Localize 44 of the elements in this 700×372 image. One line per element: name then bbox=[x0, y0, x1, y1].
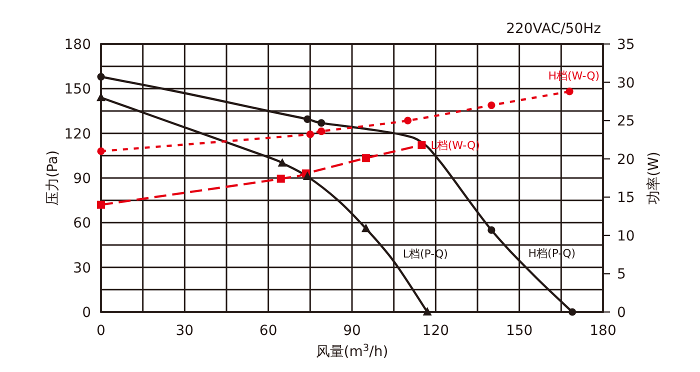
point bbox=[566, 88, 574, 96]
y-tick-label: 180 bbox=[64, 37, 91, 53]
y2-tick-label: 20 bbox=[617, 152, 635, 168]
point bbox=[318, 119, 326, 127]
point bbox=[318, 127, 326, 136]
point bbox=[304, 115, 312, 123]
y2-tick-label: 15 bbox=[617, 190, 635, 206]
y-tick-label: 90 bbox=[73, 171, 91, 187]
y-tick-label: 60 bbox=[73, 216, 91, 232]
point bbox=[97, 72, 105, 81]
y2-tick-label: 35 bbox=[617, 37, 635, 53]
x-axis-title: 风量(m$^{3}$/h) bbox=[316, 342, 388, 360]
point bbox=[361, 224, 370, 232]
point bbox=[422, 307, 432, 316]
point bbox=[306, 130, 314, 138]
point bbox=[488, 101, 496, 110]
y2-tick-label: 5 bbox=[617, 266, 626, 283]
point bbox=[568, 308, 576, 316]
x-tick-label: 150 bbox=[506, 323, 533, 339]
point bbox=[362, 154, 370, 162]
y2-axis-title: 功率(W) bbox=[646, 152, 662, 204]
x-tick-label: 90 bbox=[343, 323, 361, 339]
x-tick-label: 30 bbox=[176, 323, 194, 339]
y-tick-label: 0 bbox=[82, 305, 91, 321]
y2-tick-label: 30 bbox=[617, 75, 635, 92]
x-tick-label: 120 bbox=[422, 323, 450, 339]
y-tick-label: 30 bbox=[73, 260, 91, 276]
chart-title: 220VAC/50Hz bbox=[506, 21, 601, 37]
y2-tick-label: 0 bbox=[617, 305, 626, 321]
point bbox=[97, 200, 105, 209]
point bbox=[404, 116, 412, 124]
x-tick-label: 60 bbox=[259, 323, 278, 339]
y-tick-label: 150 bbox=[64, 82, 91, 98]
y-axis-title: 压力(Pa) bbox=[45, 150, 61, 206]
x-tick-label: 0 bbox=[96, 323, 106, 339]
point bbox=[276, 174, 285, 183]
point bbox=[488, 226, 496, 234]
point bbox=[97, 147, 105, 155]
y2-tick-label: 10 bbox=[617, 228, 635, 244]
y2-tick-label: 25 bbox=[617, 114, 635, 130]
point bbox=[278, 158, 287, 167]
y-tick-label: 120 bbox=[64, 126, 91, 142]
point bbox=[418, 141, 426, 150]
x-tick-label: 180 bbox=[590, 323, 616, 339]
